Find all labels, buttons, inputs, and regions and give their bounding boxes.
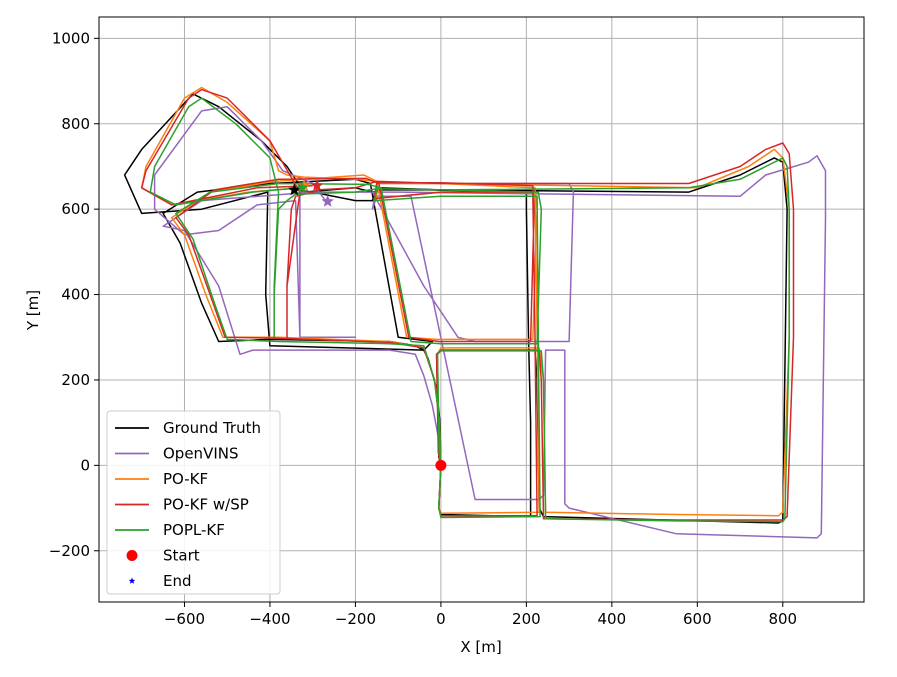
x-tick-label: 400 [598, 610, 627, 628]
x-tick-label: −200 [335, 610, 376, 628]
x-tick-label: −400 [249, 610, 290, 628]
y-tick-label: 400 [61, 286, 90, 304]
y-tick-label: 0 [80, 456, 90, 474]
x-tick-label: 0 [436, 610, 446, 628]
plot-frame [98, 16, 865, 603]
x-tick-label: 200 [512, 610, 541, 628]
legend-label-popl-kf: POPL-KF [163, 521, 225, 539]
legend: Ground Truth OpenVINS PO-KF PO-KF w/SP POPL-… [106, 410, 281, 595]
markers [287, 179, 447, 471]
legend-box [106, 410, 281, 595]
y-tick-label: 800 [61, 115, 90, 133]
legend-label-end: End [163, 572, 192, 590]
end-marker-openvins [321, 194, 335, 207]
end-marker-po-kf-w-sp [310, 179, 324, 192]
series-line-openvins [153, 105, 827, 539]
legend-label-ground-truth: Ground Truth [163, 419, 261, 437]
start-marker [435, 459, 447, 471]
legend-label-openvins: OpenVINS [163, 445, 239, 463]
series-lines [123, 86, 827, 539]
legend-label-po-kf-w-sp: PO-KF w/SP [163, 496, 249, 514]
series-line-po-kf-w-sp [140, 88, 795, 521]
legend-label-start: Start [163, 547, 200, 565]
end-marker-popl-kf [295, 181, 309, 194]
x-tick-label: 600 [683, 610, 712, 628]
x-axis-label: X [m] [460, 638, 501, 656]
y-axis-label: Y [m] [24, 290, 42, 331]
legend-swatch-start [126, 550, 138, 561]
legend-swatch-end [128, 577, 136, 584]
y-tick-label: −200 [49, 542, 90, 560]
legend-label-po-kf: PO-KF [163, 470, 208, 488]
series-line-popl-kf [149, 97, 790, 523]
y-tick-label: 600 [61, 200, 90, 218]
y-tick-label: 200 [61, 371, 90, 389]
x-tick-label: 800 [768, 610, 797, 628]
ticks: −600 −400 −200 0 200 400 600 800 −200 0 200 400 600 8… [49, 29, 797, 628]
x-tick-label: −600 [164, 610, 205, 628]
y-tick-label: 1000 [52, 29, 90, 47]
